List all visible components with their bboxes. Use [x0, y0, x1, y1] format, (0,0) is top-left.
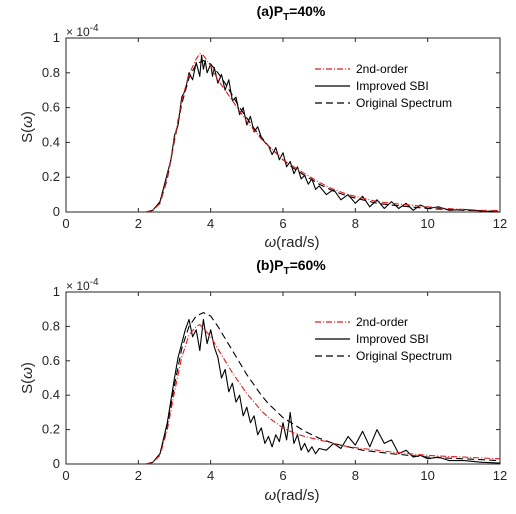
- x-tick-label-b: 2: [135, 468, 142, 483]
- y-tick-label-b: 0.4: [42, 387, 60, 402]
- legend-label-improved-sbi-a: Improved SBI: [356, 79, 429, 93]
- y-exponent-b: × 10-4: [66, 277, 99, 293]
- x-tick-label-a: 6: [279, 216, 286, 231]
- series-line-improved-sbi-b: [145, 318, 501, 465]
- y-axis-label-a: S(ω): [19, 111, 36, 143]
- legend-label-2nd-order-b: 2nd-order: [356, 315, 408, 329]
- y-exponent-a: × 10-4: [66, 23, 99, 39]
- x-axis-label-a: ω(rad/s): [264, 234, 319, 251]
- x-tick-label-b: 4: [207, 468, 214, 483]
- x-tick-label-a: 0: [62, 216, 69, 231]
- x-tick-label-a: 2: [135, 216, 142, 231]
- y-tick-label-b: 0: [53, 456, 60, 471]
- x-tick-label-b: 0: [62, 468, 69, 483]
- legend-label-original-spectrum-b: Original Spectrum: [356, 349, 452, 363]
- y-tick-label-a: 0.8: [42, 65, 60, 80]
- series-line-original-spectrum-b: [145, 312, 501, 465]
- legend-b: 2nd-order Improved SBI Original Spectrum: [315, 315, 452, 363]
- axes-box-b: [65, 291, 501, 465]
- legend-label-2nd-order-a: 2nd-order: [356, 62, 408, 76]
- chart-title-b: (b)PT=60%: [256, 257, 326, 277]
- x-tick-label-a: 4: [207, 216, 214, 231]
- x-tick-label-a: 12: [493, 216, 507, 231]
- chart-title-a: (a)PT=40%: [257, 3, 326, 23]
- y-tick-label-a: 0: [53, 204, 60, 219]
- series-line-original-spectrum-a: [145, 60, 501, 213]
- legend-a: 2nd-order Improved SBI Original Spectrum: [315, 62, 452, 110]
- x-tick-label-a: 10: [420, 216, 434, 231]
- x-tick-label-b: 8: [352, 468, 359, 483]
- x-tick-label-b: 6: [279, 468, 286, 483]
- y-tick-label-b: 0.8: [42, 318, 60, 333]
- legend-label-improved-sbi-b: Improved SBI: [356, 332, 429, 346]
- plot-area-b: 0 2 4 6 8 10 12 0 0.2 0.4 0.6 0.8 1: [42, 284, 507, 483]
- y-tick-label-a: 1: [53, 30, 60, 45]
- y-tick-label-b: 0.2: [42, 422, 60, 437]
- chart-panel-b: (b)PT=60% × 10-4 S(ω) ω(rad/s) 0 2 4 6 8 10 12…: [19, 257, 507, 504]
- legend-label-original-spectrum-a: Original Spectrum: [356, 96, 452, 110]
- chart-panel-a: (a)PT=40% × 10-4 S(ω) ω(rad/s) 0 2 4 6 8 10 12…: [19, 3, 507, 251]
- y-tick-label-a: 0.4: [42, 134, 60, 149]
- series-line-2nd-order-b: [145, 324, 501, 465]
- x-tick-label-a: 8: [352, 216, 359, 231]
- y-tick-label-a: 0.6: [42, 100, 60, 115]
- axes-box-a: [65, 37, 501, 213]
- x-tick-label-b: 10: [420, 468, 434, 483]
- y-axis-label-b: S(ω): [19, 362, 36, 394]
- plot-area-a: 0 2 4 6 8 10 12 0 0.2 0.4 0.6 0.8 1: [42, 30, 507, 231]
- y-tick-label-b: 1: [53, 284, 60, 299]
- x-axis-label-b: ω(rad/s): [264, 487, 319, 504]
- series-line-2nd-order-a: [145, 53, 501, 213]
- y-tick-label-b: 0.6: [42, 353, 60, 368]
- x-tick-label-b: 12: [493, 468, 507, 483]
- y-tick-label-a: 0.2: [42, 169, 60, 184]
